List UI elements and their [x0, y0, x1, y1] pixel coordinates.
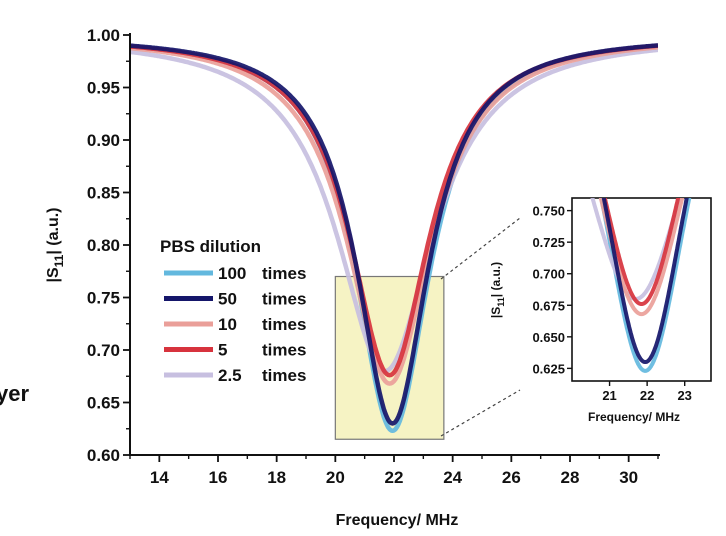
x-tick-label: 22: [385, 468, 404, 487]
main-ticks: 1.00 0.95 0.90 0.85 0.80 0.75 0.70 0.65 0.60 14 16…: [87, 26, 659, 487]
inset-series-line-2-5-times: [590, 198, 682, 301]
legend-label-unit: times: [262, 366, 306, 385]
x-tick-label: 26: [502, 468, 521, 487]
inset-series-line-5-times: [602, 198, 681, 306]
y-tick-label: 0.95: [87, 79, 120, 98]
zoom-leader-top: [440, 217, 521, 280]
inset-y-tick-label: 0.650: [532, 330, 565, 345]
inset-y-tick-label: 0.625: [532, 361, 565, 376]
legend-label: 5: [218, 341, 227, 360]
inset-frame: [571, 197, 712, 382]
inset-ticks: 0.750 0.725 0.700 0.675 0.650 0.625 21 22 23: [532, 204, 691, 403]
y-axis-title: |S11| (a.u.): [45, 208, 66, 283]
side-text: yer: [0, 381, 29, 406]
y-tick-label: 0.70: [87, 341, 120, 360]
legend-label-unit: times: [262, 290, 306, 309]
y-tick-label: 1.00: [87, 26, 120, 45]
y-tick-label: 0.80: [87, 236, 120, 255]
inset-x-axis-title: Frequency/ MHz: [588, 410, 680, 424]
legend: PBS dilution 100 times 50 times 10 times 5 time…: [160, 237, 306, 385]
inset-y-tick-label: 0.675: [532, 298, 565, 313]
x-tick-label: 20: [326, 468, 345, 487]
inset-y-tick-label: 0.725: [532, 235, 565, 250]
y-tick-label: 0.60: [87, 446, 120, 465]
inset-chart: 0.750 0.725 0.700 0.675 0.650 0.625 21 22 23 |S1…: [489, 197, 712, 424]
y-tick-label: 0.90: [87, 131, 120, 150]
x-tick-label: 28: [561, 468, 580, 487]
legend-label: 50: [218, 290, 237, 309]
x-tick-label: 18: [267, 468, 286, 487]
inset-y-tick-label: 0.750: [532, 204, 565, 219]
inset-x-tick-label: 23: [677, 388, 691, 403]
zoom-box: [334, 275, 445, 440]
inset-y-axis-title: |S11| (a.u.): [489, 262, 506, 318]
legend-label-unit: times: [262, 315, 306, 334]
x-tick-label: 24: [443, 468, 462, 487]
series-line-10-times: [130, 45, 658, 386]
legend-label-unit: times: [262, 341, 306, 360]
x-tick-label: 16: [209, 468, 228, 487]
legend-label: 10: [218, 315, 237, 334]
x-tick-label: 14: [150, 468, 169, 487]
y-tick-label: 0.65: [87, 394, 120, 413]
inset-x-tick-label: 21: [602, 388, 616, 403]
inset-curves: [590, 198, 692, 373]
x-tick-label: 30: [619, 468, 638, 487]
inset-y-tick-label: 0.700: [532, 267, 565, 282]
y-tick-label: 0.75: [87, 289, 120, 308]
inset-series-line-50-times: [601, 198, 689, 364]
inset-series-line-10-times: [598, 198, 685, 317]
inset-x-tick-label: 22: [640, 388, 654, 403]
x-axis-title: Frequency/ MHz: [336, 512, 459, 529]
series-line-50-times: [130, 43, 658, 426]
y-tick-label: 0.85: [87, 184, 120, 203]
svg-text:|S11| (a.u.): |S11| (a.u.): [489, 262, 506, 318]
legend-title: PBS dilution: [160, 237, 261, 256]
zoom-leader-bottom: [440, 389, 521, 437]
legend-label-unit: times: [262, 264, 306, 283]
legend-label: 2.5: [218, 366, 242, 385]
svg-text:|S11| (a.u.): |S11| (a.u.): [45, 208, 66, 283]
series-line-2-5-times: [130, 47, 658, 374]
legend-label: 100: [218, 264, 246, 283]
main-curves: [130, 43, 658, 434]
inset-series-line-100-times: [599, 198, 692, 373]
